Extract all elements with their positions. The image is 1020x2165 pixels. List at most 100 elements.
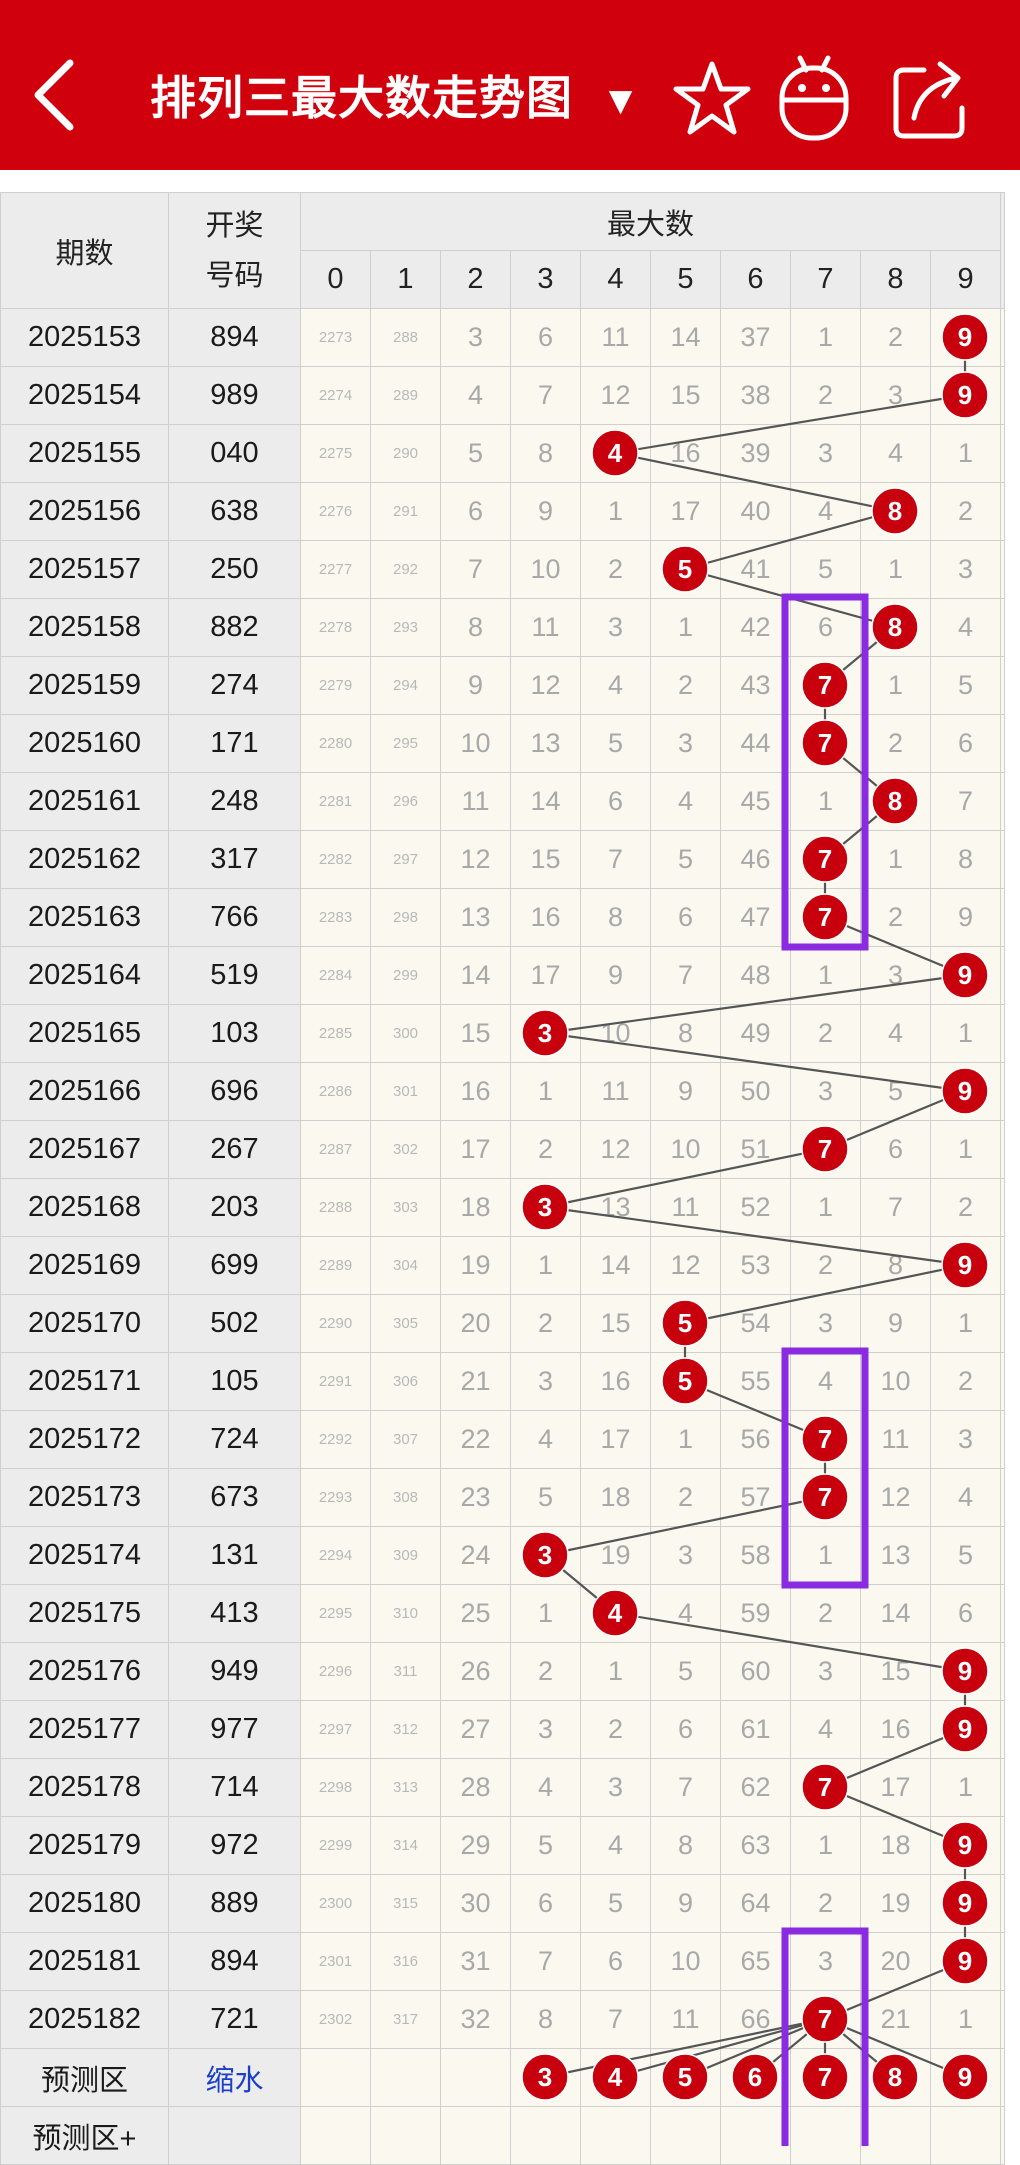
header-spacer — [0, 170, 1020, 192]
digit-cell-3: 1 — [510, 1236, 581, 1295]
robot-icon[interactable] — [774, 52, 854, 142]
page-title-text: 排列三最大数走势图 — [150, 72, 573, 124]
period-cell: 2025155 — [0, 424, 169, 483]
winning-number-cell: 248 — [168, 772, 301, 831]
digit-cell-9: 1 — [929, 1294, 1002, 1353]
digit-cell-8: 4 — [860, 424, 931, 483]
digit-cell-5: 8 — [650, 1816, 721, 1875]
digit-cell-2: 4 — [440, 366, 511, 425]
digit-cell-6: 37 — [720, 308, 791, 367]
period-cell: 2025154 — [0, 366, 169, 425]
period-cell: 2025174 — [0, 1526, 169, 1585]
prediction-segment — [824, 2017, 966, 2079]
digit-cell-2: 14 — [440, 946, 511, 1005]
winning-number-cell: 721 — [168, 1990, 301, 2049]
star-icon[interactable] — [672, 52, 752, 142]
digit-cell-6: 64 — [720, 1874, 791, 1933]
period-cell: 2025158 — [0, 598, 169, 657]
digit-cell-6: 58 — [720, 1526, 791, 1585]
winning-number-cell: 317 — [168, 830, 301, 889]
digit-cell-5: 5 — [650, 830, 721, 889]
max-digit-ball: 5 — [661, 1299, 709, 1347]
prediction-ball: 3 — [521, 2053, 569, 2101]
digit-cell-1: 316 — [370, 1932, 441, 1991]
trend-segment — [824, 1785, 966, 1847]
digit-cell-2: 30 — [440, 1874, 511, 1933]
digit-cell-9: 1 — [929, 1004, 1002, 1063]
ball-number: 5 — [678, 554, 692, 584]
max-digit-ball: 7 — [801, 661, 849, 709]
winning-number-cell: 766 — [168, 888, 301, 947]
shrink-link[interactable]: 缩水 — [168, 2048, 301, 2107]
digit-cell-1: 298 — [370, 888, 441, 947]
digit-cell-6: 42 — [720, 598, 791, 657]
share-icon[interactable] — [890, 52, 970, 142]
digit-cell-2: 6 — [440, 482, 511, 541]
digit-cell-6: 50 — [720, 1062, 791, 1121]
table-row: 2025167 267 2287 302 17 2 12 10 51 6 1 — [0, 1120, 1006, 1179]
digit-cell-2: 12 — [440, 830, 511, 889]
ball-number: 7 — [818, 1134, 832, 1164]
digit-cell-0: 2281 — [300, 772, 371, 831]
digit-cell-8: 3 — [860, 366, 931, 425]
digit-cell-5: 12 — [650, 1236, 721, 1295]
max-digit-ball: 8 — [871, 603, 919, 651]
digit-cell-4: 7 — [580, 1990, 651, 2049]
trend-segment — [824, 1089, 966, 1151]
digit-cell-2: 13 — [440, 888, 511, 947]
digit-cell-0: 2290 — [300, 1294, 371, 1353]
trend-segment — [544, 1495, 826, 1557]
table-row: 2025169 699 2289 304 19 1 14 12 53 2 8 — [0, 1236, 1006, 1295]
period-cell: 2025172 — [0, 1410, 169, 1469]
dropdown-chevron-icon: ▼ — [600, 79, 642, 123]
digit-cell-9: 4 — [929, 598, 1002, 657]
max-digit-ball: 3 — [521, 1009, 569, 1057]
digit-cell-5: 9 — [650, 1062, 721, 1121]
digit-cell-0: 2293 — [300, 1468, 371, 1527]
prediction-segment — [614, 2017, 826, 2079]
prediction-ball: 5 — [661, 2053, 709, 2101]
winning-number-cell: 696 — [168, 1062, 301, 1121]
digit-cell-0: 2276 — [300, 482, 371, 541]
period-cell: 2025162 — [0, 830, 169, 889]
prediction-cell-2[interactable] — [440, 2048, 511, 2107]
digit-cell-0: 2278 — [300, 598, 371, 657]
back-arrow-icon[interactable] — [28, 55, 88, 135]
ball-number: 7 — [818, 728, 832, 758]
digit-cell-1: 288 — [370, 308, 441, 367]
page-title[interactable]: 排列三最大数走势图 ▼ — [150, 62, 641, 128]
digit-cell-1: 317 — [370, 1990, 441, 2049]
ball-number: 3 — [538, 2062, 552, 2092]
trend-segment — [544, 1205, 966, 1267]
winning-number-cell: 131 — [168, 1526, 301, 1585]
digit-cell-9: 7 — [929, 772, 1002, 831]
digit-cell-2: 27 — [440, 1700, 511, 1759]
digit-cell-8: 11 — [860, 1410, 931, 1469]
ball-number: 7 — [818, 1772, 832, 1802]
digit-cell-1: 307 — [370, 1410, 441, 1469]
max-digit-ball: 9 — [941, 1937, 989, 1985]
digit-cell-6: 38 — [720, 366, 791, 425]
ball-number: 9 — [958, 1250, 972, 1280]
digit-cell-4: 11 — [580, 1062, 651, 1121]
digit-cell-9: 5 — [929, 1526, 1002, 1585]
digit-cell-8: 13 — [860, 1526, 931, 1585]
digit-cell-5: 9 — [650, 1874, 721, 1933]
digit-cell-3: 1 — [510, 1062, 581, 1121]
digit-header-4: 4 — [580, 250, 651, 309]
trend-segment — [544, 1031, 966, 1093]
digit-cell-3: 10 — [510, 540, 581, 599]
prediction-cell-1[interactable] — [370, 2048, 441, 2107]
digit-header-7: 7 — [790, 250, 861, 309]
digit-cell-0: 2279 — [300, 656, 371, 715]
digit-cell-3: 7 — [510, 1932, 581, 1991]
max-digit-ball: 3 — [521, 1183, 569, 1231]
number-header: 开奖 号码 — [168, 192, 301, 309]
digit-cell-8: 1 — [860, 540, 931, 599]
period-cell: 2025178 — [0, 1758, 169, 1817]
digit-cell-5: 2 — [650, 1468, 721, 1527]
max-digit-ball: 7 — [801, 1125, 849, 1173]
trend-segment — [824, 915, 966, 977]
digit-cell-9: 2 — [929, 482, 1002, 541]
